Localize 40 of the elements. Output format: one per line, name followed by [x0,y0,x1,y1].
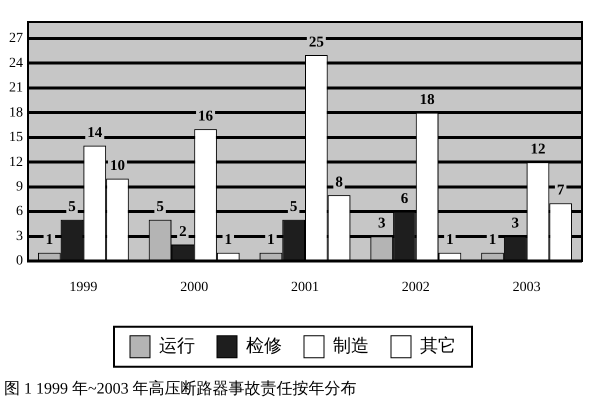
data-label: 3 [378,216,386,232]
data-label: 5 [156,199,164,216]
legend-label: 运行 [159,336,195,356]
legend-label: 制造 [333,336,369,356]
data-label: 3 [511,216,519,232]
y-tick-label: 18 [9,105,23,120]
data-label: 12 [530,141,546,158]
y-tick-label: 24 [9,56,23,71]
data-label: 18 [420,92,435,108]
y-tick-label: 12 [9,154,23,170]
data-label: 2 [179,224,187,240]
data-label: 1 [224,232,232,248]
data-label: 1 [267,232,275,248]
data-label: 6 [400,190,409,207]
x-tick-label: 2001 [291,280,319,296]
data-label: 7 [556,182,565,199]
y-tick-label: 15 [9,130,23,146]
x-tick-label: 2003 [512,280,541,296]
data-label: 8 [335,174,343,190]
data-label: 25 [308,34,324,50]
y-tick-label: 21 [9,80,23,96]
data-label: 5 [290,199,298,216]
x-tick-label: 1999 [69,280,98,296]
data-label: 5 [68,199,76,216]
text: 图 1 1999 年~2003 年高压断路器事故责任按年分布 [4,380,357,398]
y-tick-label: 9 [16,180,23,194]
data-label: 1 [46,232,54,248]
y-tick-label: 6 [16,204,23,220]
data-label: 16 [198,108,214,125]
y-tick-label: 3 [16,228,23,244]
x-tick-label: 2000 [180,280,208,296]
y-tick-label: 27 [9,31,23,46]
legend-label: 其它 [420,336,456,356]
data-label: 14 [87,124,103,141]
legend-label: 检修 [246,336,282,356]
x-tick-label: 2002 [402,280,430,296]
data-label: 1 [446,232,454,248]
data-label: 10 [110,158,125,174]
data-label: 1 [488,232,496,248]
y-tick-label: 0 [16,254,23,269]
